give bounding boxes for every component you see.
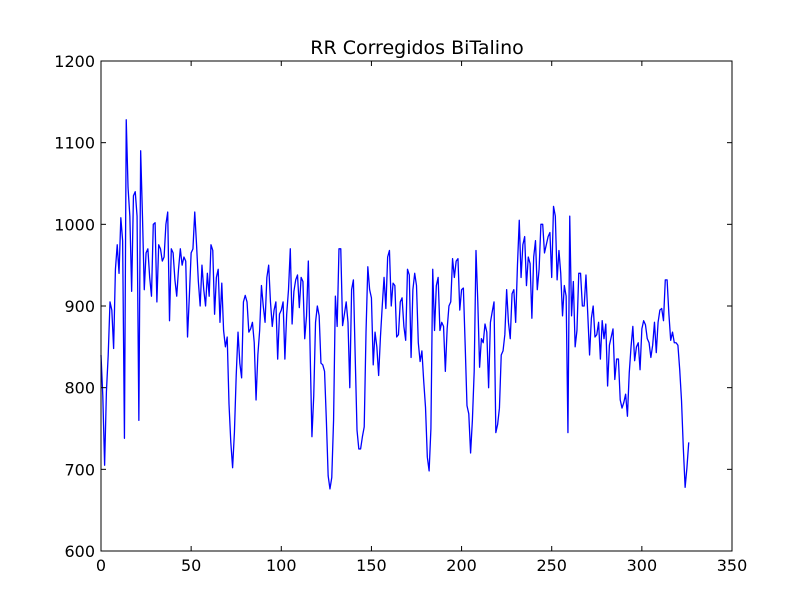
- x-tick-label: 50: [181, 556, 201, 575]
- y-tick-label: 900: [64, 297, 95, 316]
- y-tick-label: 600: [64, 542, 95, 561]
- y-tick-label: 1200: [54, 52, 95, 71]
- axis-ticks: 0 50 100 150 200 250 300 350 600 700 800 900 1000 110…: [54, 52, 747, 575]
- x-tick-label: 0: [96, 556, 106, 575]
- y-tick-label: 800: [64, 379, 95, 398]
- x-tick-label: 300: [627, 556, 658, 575]
- y-tick-label: 1000: [54, 215, 95, 234]
- x-tick-label: 200: [446, 556, 477, 575]
- plot-area: [100, 119, 690, 490]
- x-tick-label: 350: [717, 556, 748, 575]
- series-line-0: [100, 119, 690, 490]
- x-tick-label: 150: [356, 556, 387, 575]
- y-tick-label: 700: [64, 460, 95, 479]
- x-tick-label: 100: [266, 556, 297, 575]
- x-tick-label: 250: [536, 556, 567, 575]
- chart-title: RR Corregidos BiTalino: [310, 37, 524, 59]
- y-tick-label: 1100: [54, 134, 95, 153]
- axes-frame: [100, 60, 733, 552]
